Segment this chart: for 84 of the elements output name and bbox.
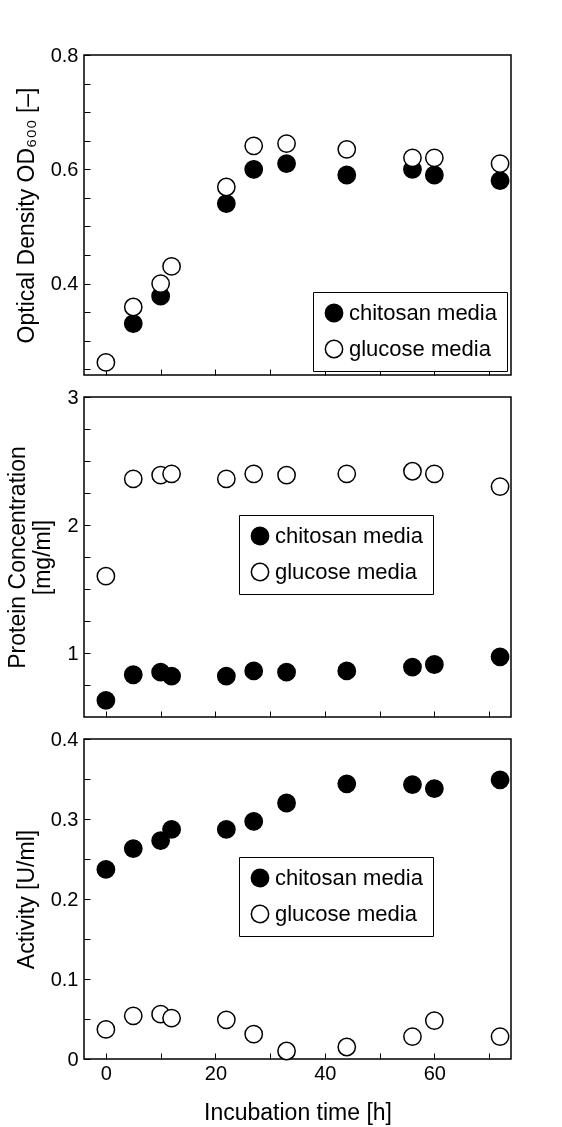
point — [96, 353, 116, 372]
y-tick-label: 0.3 — [50, 807, 79, 830]
y-tick-label: 0.6 — [50, 157, 79, 180]
point — [123, 469, 143, 489]
y-tick-label: 2 — [67, 513, 79, 536]
point — [244, 464, 264, 484]
point — [244, 159, 264, 179]
point — [277, 134, 296, 153]
x-tick-label: 40 — [314, 1061, 337, 1084]
legend-label: chitosan media — [275, 865, 424, 890]
point — [403, 1027, 422, 1046]
legend-label: glucose media — [275, 901, 418, 926]
point — [123, 297, 143, 317]
x-axis-title: Incubation time [h] — [204, 1098, 392, 1125]
x-tick-label: 60 — [423, 1061, 446, 1084]
legend-label: chitosan media — [349, 300, 498, 325]
point — [216, 194, 236, 213]
point — [424, 165, 444, 185]
point — [216, 1010, 236, 1030]
point — [123, 314, 143, 333]
legend-label: chitosan media — [275, 523, 424, 548]
point — [162, 1008, 181, 1028]
point — [424, 779, 444, 798]
point — [337, 661, 357, 681]
point — [277, 154, 296, 173]
point — [244, 661, 264, 681]
y-tick-label: 3 — [67, 385, 79, 408]
point — [490, 171, 510, 191]
point — [277, 662, 296, 682]
point — [424, 464, 444, 484]
y-axis-title: Optical Density OD₆₀₀ [–] — [12, 87, 39, 344]
point — [490, 770, 510, 790]
point — [151, 274, 171, 293]
point — [277, 1041, 296, 1061]
point — [424, 148, 444, 168]
legend-label: glucose media — [349, 336, 492, 361]
point — [96, 860, 116, 879]
point — [151, 831, 171, 850]
x-tick-label: 0 — [100, 1061, 112, 1084]
y-tick-label: 0.4 — [50, 727, 79, 750]
point — [403, 657, 422, 677]
point — [490, 154, 510, 173]
point — [244, 1024, 264, 1044]
point — [403, 461, 422, 481]
legend-label: glucose media — [275, 559, 418, 584]
point — [216, 177, 236, 197]
x-tick-label: 20 — [204, 1061, 228, 1084]
point — [277, 465, 296, 485]
point — [490, 647, 510, 667]
point — [96, 1020, 116, 1039]
point — [244, 136, 264, 156]
y-tick-label: 0.2 — [50, 887, 79, 910]
point — [337, 139, 357, 159]
point — [162, 666, 181, 686]
point — [403, 148, 422, 168]
point — [424, 1011, 444, 1030]
y-tick-label: 0.8 — [50, 43, 79, 66]
point — [162, 464, 181, 484]
point — [337, 165, 357, 185]
point — [277, 793, 296, 813]
point — [244, 812, 264, 831]
point — [337, 774, 357, 794]
y-tick-label: 1 — [67, 641, 79, 664]
point — [216, 469, 236, 489]
point — [162, 820, 181, 839]
point — [216, 666, 236, 686]
point — [403, 775, 422, 794]
point — [123, 1006, 143, 1026]
y-tick-label: 0 — [67, 1047, 79, 1070]
y-tick-label: 0.1 — [50, 967, 79, 990]
point — [337, 464, 357, 484]
point — [424, 655, 444, 674]
point — [96, 690, 116, 710]
point — [216, 820, 236, 839]
point — [123, 665, 143, 685]
point — [123, 839, 143, 858]
point — [96, 566, 116, 586]
y-axis-title: Activity [U/ml] — [12, 829, 39, 970]
y-axis-title: Protein Concentration [mg/ml] — [4, 446, 56, 669]
y-tick-label: 0.4 — [50, 272, 79, 295]
point — [337, 1037, 357, 1057]
point — [162, 257, 181, 276]
point — [490, 477, 510, 496]
point — [490, 1027, 510, 1046]
